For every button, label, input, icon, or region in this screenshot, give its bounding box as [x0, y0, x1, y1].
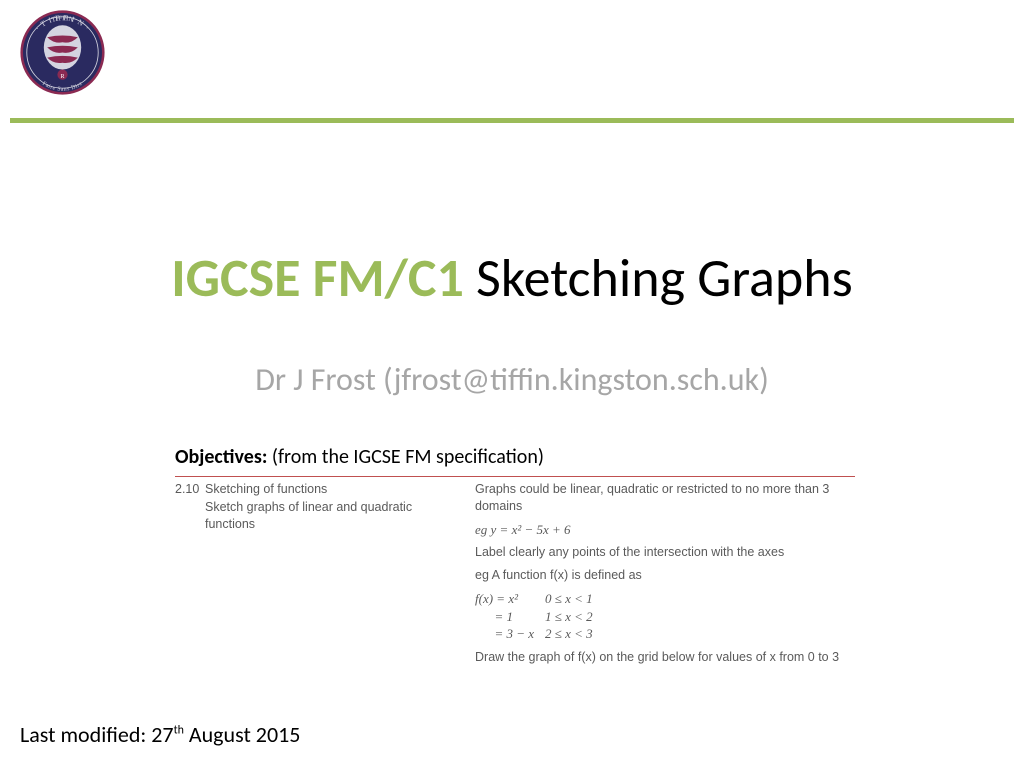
spec-right-column: Graphs could be linear, quadratic or res…: [475, 481, 855, 672]
spec-draw-instruction: Draw the graph of f(x) on the grid below…: [475, 649, 855, 666]
pw1-rhs: 0 ≤ x < 1: [545, 590, 593, 608]
objectives-heading: Objectives: (from the IGCSE FM specifica…: [175, 445, 544, 469]
last-modified-rest: August 2015: [184, 721, 300, 748]
author-line: Dr J Frost (jfrost@tiffin.kingston.sch.u…: [0, 360, 1024, 399]
spec-number: 2.10: [175, 481, 205, 498]
last-modified-suffix: th: [174, 724, 184, 738]
header-divider: [10, 118, 1014, 123]
pw2-rhs: 1 ≤ x < 2: [545, 608, 593, 626]
spec-example1: eg y = x² − 5x + 6: [475, 521, 855, 539]
specification-excerpt: 2.10Sketching of functions Sketch graphs…: [175, 476, 855, 672]
objectives-bold: Objectives:: [175, 445, 267, 469]
spec-left-column: 2.10Sketching of functions Sketch graphs…: [175, 481, 475, 672]
slide-title: IGCSE FM/C1 Sketching Graphs: [0, 245, 1024, 311]
pw2-lhs: = 1: [475, 608, 545, 626]
last-modified: Last modified: 27th August 2015: [20, 721, 300, 748]
spec-label-axes: Label clearly any points of the intersec…: [475, 544, 855, 561]
pw1-lhs: f(x) = x²: [475, 590, 545, 608]
school-logo: R TIFFIN · T I F F I N · Faire Sans Dire: [20, 10, 105, 95]
svg-text:R: R: [61, 74, 65, 80]
pw3-lhs: = 3 − x: [475, 625, 545, 643]
last-modified-prefix: Last modified: 27: [20, 721, 174, 748]
objectives-rest: (from the IGCSE FM specification): [267, 445, 544, 469]
piecewise-definition: f(x) = x² 0 ≤ x < 1 = 1 1 ≤ x < 2 = 3 − …: [475, 590, 855, 643]
pw3-rhs: 2 ≤ x < 3: [545, 625, 593, 643]
spec-intro: Graphs could be linear, quadratic or res…: [475, 481, 855, 515]
title-prefix: IGCSE FM/C1: [171, 245, 464, 311]
title-main: Sketching Graphs: [464, 245, 853, 311]
spec-left-line1: Sketching of functions: [205, 482, 327, 496]
spec-example2: eg A function f(x) is defined as: [475, 567, 855, 584]
spec-left-line2: Sketch graphs of linear and quadratic fu…: [175, 499, 465, 533]
